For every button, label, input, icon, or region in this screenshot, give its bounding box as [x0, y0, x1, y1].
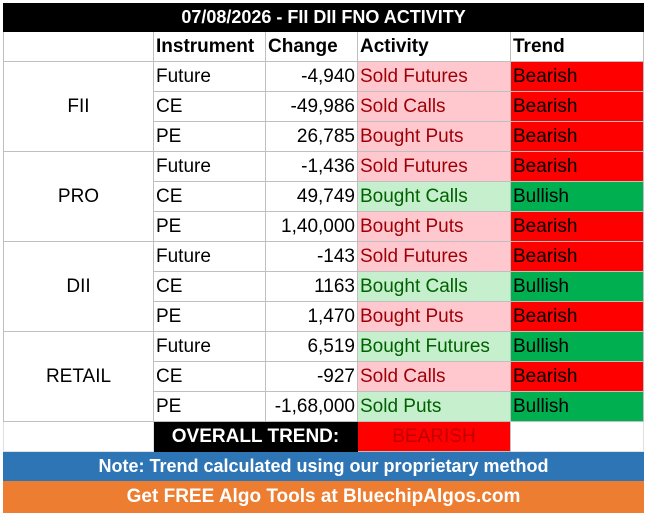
activity-cell: Bought Calls [357, 181, 511, 212]
header-change: Change [265, 31, 358, 62]
instrument-cell: PE [153, 211, 266, 242]
trend-cell: Bullish [509, 271, 645, 302]
change-cell: -1,68,000 [265, 391, 358, 422]
table-row: CE 1163 Bought Calls Bullish [4, 271, 645, 302]
trend-cell: Bullish [509, 331, 645, 362]
instrument-cell: Future [153, 151, 266, 182]
change-cell: 1,40,000 [265, 211, 358, 242]
trend-cell: Bearish [509, 61, 645, 92]
instrument-cell: CE [153, 91, 266, 122]
header-row: Instrument Change Activity Trend [3, 31, 645, 62]
table-row: CE 49,749 Bought Calls Bullish [4, 181, 645, 212]
instrument-cell: Future [153, 241, 266, 272]
instrument-cell: CE [153, 271, 266, 302]
change-cell: 1,470 [265, 301, 358, 332]
header-trend: Trend [509, 31, 645, 62]
change-cell: -4,940 [265, 61, 358, 92]
table-row: RETAIL Future 6,519 Bought Futures Bullish [3, 331, 645, 422]
activity-cell: Sold Calls [357, 91, 511, 122]
trend-cell: Bearish [509, 301, 645, 332]
overall-trend-row: OVERALL TREND: BEARISH [3, 421, 645, 452]
instrument-cell: CE [153, 181, 266, 212]
trend-cell: Bearish [509, 361, 645, 392]
activity-cell: Sold Futures [357, 61, 511, 92]
sheet-title: 07/08/2026 - FII DII FNO ACTIVITY [2, 3, 645, 32]
promo-row: Get FREE Algo Tools at BluechipAlgos.com [2, 480, 645, 513]
header-instrument: Instrument [153, 31, 266, 62]
change-cell: 1163 [265, 271, 358, 302]
trend-cell: Bearish [509, 121, 645, 152]
change-cell: 6,519 [265, 331, 358, 362]
overall-trend-value: BEARISH [357, 421, 511, 452]
activity-cell: Sold Futures [357, 241, 511, 272]
trend-cell: Bullish [509, 391, 645, 422]
change-cell: -1,436 [265, 151, 358, 182]
activity-cell: Sold Puts [357, 391, 511, 422]
participant-name: PRO [3, 151, 154, 242]
table-row: PE 26,785 Bought Puts Bearish [4, 121, 645, 152]
activity-cell: Bought Puts [357, 301, 511, 332]
note-banner: Note: Trend calculated using our proprie… [2, 451, 645, 481]
activity-cell: Bought Futures [357, 331, 511, 362]
header-blank [3, 31, 154, 62]
table-row: PE 1,40,000 Bought Puts Bearish [4, 211, 645, 242]
instrument-cell: Future [153, 61, 266, 92]
table-row: PE -1,68,000 Sold Puts Bullish [4, 391, 645, 422]
table-row: FII Future -4,940 Sold Futures Bearish [3, 61, 645, 152]
table-row: CE -49,986 Sold Calls Bearish [4, 91, 645, 122]
change-cell: 49,749 [265, 181, 358, 212]
change-cell: -927 [265, 361, 358, 392]
trend-cell: Bearish [509, 151, 645, 182]
activity-cell: Sold Calls [357, 361, 511, 392]
promo-banner: Get FREE Algo Tools at BluechipAlgos.com [2, 480, 645, 513]
instrument-cell: CE [153, 361, 266, 392]
trend-cell: Bearish [509, 241, 645, 272]
table-row: DII Future -143 Sold Futures Bearish [3, 241, 645, 332]
trend-cell: Bullish [509, 181, 645, 212]
instrument-cell: PE [153, 121, 266, 152]
instrument-cell: PE [153, 301, 266, 332]
overall-spacer-right [509, 421, 645, 452]
table-row: PRO Future -1,436 Sold Futures Bearish [3, 151, 645, 242]
instrument-cell: Future [153, 331, 266, 362]
activity-cell: Bought Puts [357, 121, 511, 152]
trend-cell: Bearish [509, 211, 645, 242]
change-cell: -49,986 [265, 91, 358, 122]
instrument-cell: PE [153, 391, 266, 422]
change-cell: 26,785 [265, 121, 358, 152]
change-cell: -143 [265, 241, 358, 272]
note-row: Note: Trend calculated using our proprie… [2, 451, 645, 481]
participant-name: DII [3, 241, 154, 332]
activity-cell: Sold Futures [357, 151, 511, 182]
fno-activity-table: 07/08/2026 - FII DII FNO ACTIVITY Instru… [2, 3, 645, 513]
participant-name: RETAIL [3, 331, 154, 422]
participant-name: FII [3, 61, 154, 152]
activity-cell: Bought Calls [357, 271, 511, 302]
overall-spacer [3, 421, 154, 452]
header-activity: Activity [357, 31, 511, 62]
table-row: PE 1,470 Bought Puts Bearish [4, 301, 645, 332]
trend-cell: Bearish [509, 91, 645, 122]
activity-cell: Bought Puts [357, 211, 511, 242]
title-row: 07/08/2026 - FII DII FNO ACTIVITY [2, 3, 645, 32]
overall-trend-label: OVERALL TREND: [153, 421, 358, 452]
